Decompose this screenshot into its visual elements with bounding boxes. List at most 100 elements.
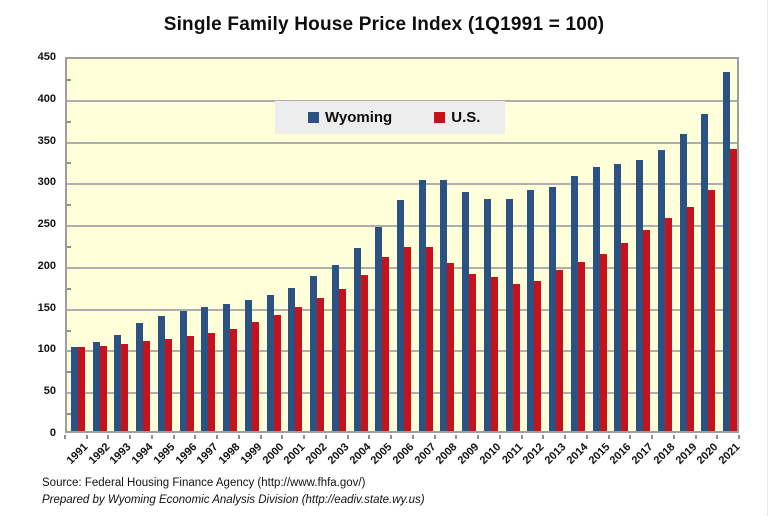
x-axis-tick [194, 435, 197, 439]
bar-wyoming-2004 [353, 248, 361, 431]
bar-us-2007 [425, 247, 433, 431]
x-axis-tick [498, 435, 501, 439]
x-axis-label-2019: 2019 [673, 441, 700, 467]
bar-us-1993 [121, 344, 129, 431]
legend-entry-us: U.S. [434, 109, 480, 126]
x-axis-label-1996: 1996 [173, 441, 200, 467]
bar-wyoming-2020 [701, 114, 709, 431]
x-axis-label-2020: 2020 [695, 441, 721, 467]
bar-wyoming-1997 [201, 307, 209, 431]
bar-us-2002 [317, 298, 325, 431]
x-axis-tick [716, 435, 719, 439]
gridline-350 [67, 141, 737, 144]
bar-us-2001 [295, 307, 303, 431]
x-axis-tick [85, 435, 88, 439]
x-axis-label-2006: 2006 [390, 441, 417, 467]
bar-us-1997 [208, 333, 216, 431]
bar-us-1999 [251, 322, 259, 431]
bar-us-2003 [338, 288, 346, 431]
y-axis-label-100: 100 [37, 343, 56, 356]
bar-us-2005 [382, 257, 390, 431]
y-axis-label-300: 300 [37, 176, 56, 189]
x-axis-tick [303, 435, 306, 439]
x-axis-tick [694, 435, 697, 439]
bar-us-1996 [186, 335, 194, 431]
x-axis-tick [477, 435, 480, 439]
bar-us-2000 [273, 314, 281, 431]
bar-wyoming-1991 [70, 346, 78, 431]
x-axis-label-1997: 1997 [194, 441, 221, 467]
bar-wyoming-2002 [310, 275, 318, 431]
bar-us-2010 [490, 277, 498, 431]
bar-wyoming-2001 [288, 288, 296, 431]
y-minor-tick [67, 371, 71, 374]
bar-us-2014 [577, 262, 585, 431]
x-axis-label-2009: 2009 [455, 441, 482, 467]
bar-wyoming-2000 [266, 294, 274, 431]
bar-us-1998 [230, 329, 238, 431]
x-axis-label-2013: 2013 [542, 441, 569, 467]
x-axis-label-1994: 1994 [129, 441, 156, 467]
x-axis-label-1992: 1992 [86, 441, 113, 467]
bar-us-2015 [599, 253, 607, 431]
x-axis-label-2021: 2021 [716, 441, 743, 467]
bar-us-2021 [730, 148, 738, 431]
y-axis-label-450: 450 [37, 51, 56, 63]
x-axis-tick [585, 435, 588, 439]
x-axis-tick [150, 435, 153, 439]
x-axis-label-2001: 2001 [281, 441, 308, 467]
bar-wyoming-1998 [223, 304, 231, 431]
x-axis-tick [455, 435, 458, 439]
x-axis-label-2011: 2011 [499, 441, 526, 467]
bar-us-2004 [360, 274, 368, 431]
y-minor-tick [67, 287, 71, 290]
bar-us-2016 [621, 243, 629, 431]
bar-wyoming-1999 [244, 299, 252, 431]
x-axis-label-2007: 2007 [412, 441, 439, 467]
legend-label-us: U.S. [451, 109, 481, 126]
x-axis-tick [216, 435, 219, 439]
legend-label-wyoming: Wyoming [325, 109, 393, 126]
y-axis-label-50: 50 [43, 385, 56, 398]
x-axis-label-2010: 2010 [477, 441, 504, 467]
y-axis-label-350: 350 [37, 134, 56, 147]
bar-wyoming-2008 [440, 179, 448, 431]
bar-wyoming-2011 [505, 198, 513, 431]
x-axis-label-1998: 1998 [216, 441, 243, 467]
bar-wyoming-1995 [157, 315, 165, 431]
x-axis-tick [237, 435, 240, 439]
y-minor-tick [67, 78, 71, 81]
bar-wyoming-2010 [483, 198, 491, 431]
bar-us-2011 [512, 283, 520, 431]
bar-wyoming-1993 [114, 334, 122, 431]
x-axis-tick [259, 435, 262, 439]
bar-wyoming-2014 [570, 176, 578, 431]
bar-wyoming-2006 [397, 200, 404, 431]
x-axis-label-2003: 2003 [325, 441, 352, 467]
x-axis-label-1991: 1991 [64, 441, 91, 467]
bar-wyoming-2012 [527, 190, 535, 431]
x-axis-tick [629, 435, 632, 439]
bar-us-2012 [534, 280, 542, 431]
bar-us-1991 [77, 347, 85, 431]
y-axis-label-250: 250 [37, 218, 56, 231]
x-axis-tick [172, 435, 175, 439]
x-axis-tick [672, 435, 675, 439]
y-minor-tick [67, 246, 71, 248]
footer-source-line: Source: Federal Housing Finance Agency (… [42, 477, 366, 489]
bar-us-2009 [469, 273, 477, 431]
x-axis-tick [64, 435, 66, 439]
x-axis-tick [651, 435, 654, 439]
x-axis-tick [542, 435, 545, 439]
bar-us-2020 [708, 190, 716, 431]
bar-us-1995 [164, 339, 172, 431]
bar-us-2018 [664, 217, 672, 431]
x-axis-label-2000: 2000 [260, 441, 287, 467]
x-axis-label-2008: 2008 [434, 441, 460, 467]
x-axis-tick [107, 435, 110, 439]
y-axis-label-400: 400 [37, 92, 56, 105]
y-minor-tick [67, 204, 71, 207]
x-axis-label-2002: 2002 [303, 441, 330, 467]
x-axis-tick [520, 435, 523, 439]
